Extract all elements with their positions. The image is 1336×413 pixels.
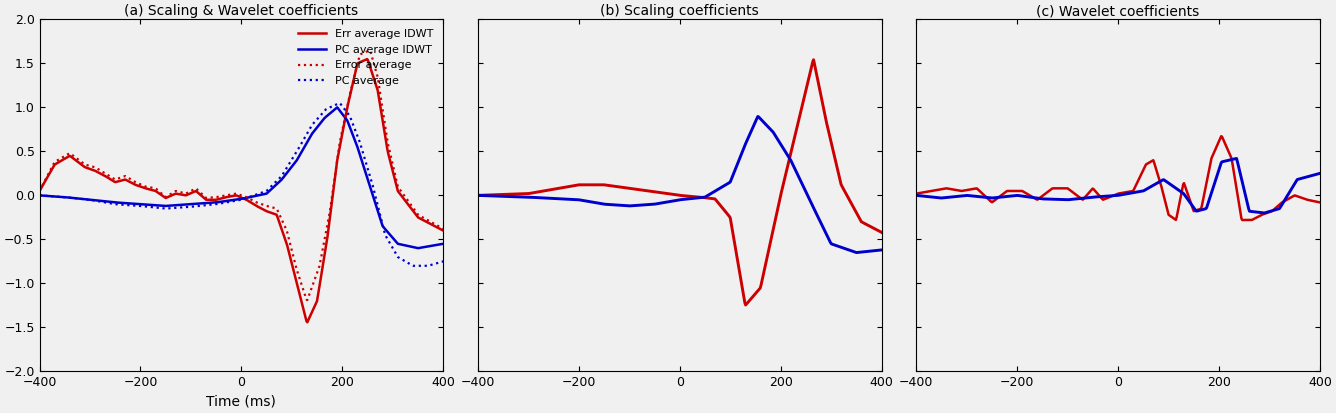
- Title: (a) Scaling & Wavelet coefficients: (a) Scaling & Wavelet coefficients: [124, 4, 358, 18]
- PC average: [226, 199, 242, 204]
- PC average: [250, 192, 266, 197]
- Title: (c) Wavelet coefficients: (c) Wavelet coefficients: [1037, 4, 1200, 18]
- PC average IDWT: [329, 105, 345, 110]
- PC average: [271, 176, 287, 180]
- PC average: [223, 199, 239, 204]
- PC average: [436, 259, 452, 264]
- Line: PC average IDWT: PC average IDWT: [40, 107, 444, 248]
- Err average IDWT: [250, 204, 266, 209]
- PC average IDWT: [250, 193, 266, 198]
- Line: PC average: PC average: [40, 103, 444, 266]
- PC average: [428, 261, 444, 266]
- PC average: [32, 193, 48, 198]
- PC average IDWT: [271, 179, 287, 184]
- PC average IDWT: [363, 188, 379, 193]
- Title: (b) Scaling coefficients: (b) Scaling coefficients: [600, 4, 759, 18]
- Error average: [250, 200, 266, 205]
- PC average: [331, 100, 347, 105]
- Error average: [436, 226, 452, 231]
- PC average IDWT: [223, 198, 239, 203]
- Err average IDWT: [428, 224, 444, 229]
- X-axis label: Time (ms): Time (ms): [207, 395, 277, 409]
- Err average IDWT: [226, 193, 242, 198]
- Error average: [32, 188, 48, 193]
- PC average IDWT: [226, 197, 242, 202]
- Err average IDWT: [359, 57, 375, 62]
- Line: Err average IDWT: Err average IDWT: [40, 59, 444, 322]
- Error average: [428, 222, 444, 227]
- Err average IDWT: [32, 188, 48, 193]
- PC average IDWT: [410, 246, 426, 251]
- Err average IDWT: [436, 228, 452, 233]
- Error average: [363, 55, 379, 59]
- Error average: [271, 213, 287, 218]
- Line: Error average: Error average: [40, 50, 444, 300]
- Err average IDWT: [299, 320, 315, 325]
- Legend: Err average IDWT, PC average IDWT, Error average, PC average: Err average IDWT, PC average IDWT, Error…: [294, 25, 438, 90]
- PC average IDWT: [428, 243, 444, 248]
- Err average IDWT: [363, 70, 379, 75]
- Err average IDWT: [223, 194, 239, 199]
- Err average IDWT: [271, 221, 287, 226]
- Error average: [223, 192, 239, 197]
- Error average: [362, 48, 378, 53]
- PC average: [363, 178, 379, 183]
- Error average: [226, 192, 242, 197]
- Error average: [299, 298, 315, 303]
- PC average IDWT: [436, 241, 452, 246]
- PC average: [405, 263, 421, 268]
- PC average IDWT: [32, 193, 48, 198]
